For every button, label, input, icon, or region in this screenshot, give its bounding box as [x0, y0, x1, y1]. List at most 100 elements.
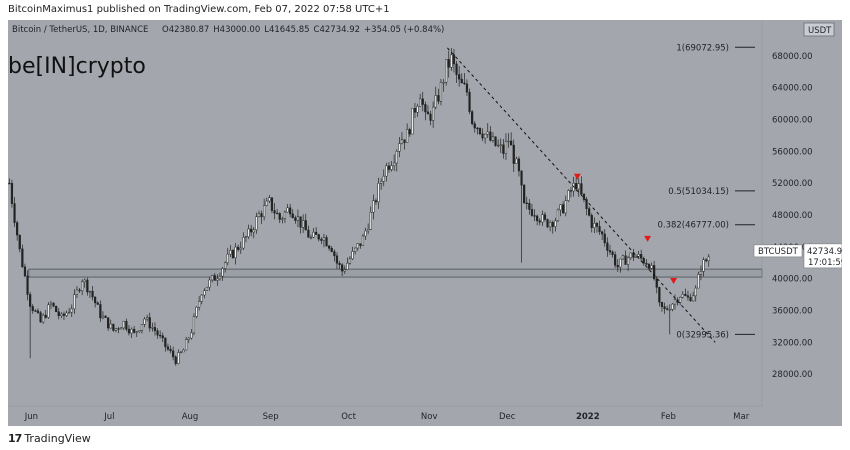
candle: [523, 184, 526, 204]
candle: [551, 220, 554, 234]
candle: [601, 230, 604, 241]
candle: [699, 265, 703, 281]
high-value: 43000.00: [220, 25, 261, 35]
candle-body: [335, 255, 339, 264]
candle-body: [377, 183, 380, 203]
candle-body: [36, 310, 40, 313]
candle: [96, 301, 99, 305]
candle: [65, 310, 68, 317]
candle: [640, 249, 643, 262]
candle: [434, 86, 437, 110]
y-tick-label: 52000.00: [772, 179, 813, 189]
candle: [341, 263, 344, 277]
candle: [507, 133, 510, 148]
ohlc-values: O42380.87 H43000.00 L41645.85 C42734.92 +354…: [162, 25, 444, 35]
candle: [390, 161, 393, 172]
candle-body: [515, 158, 518, 164]
chart-area[interactable]: 1(69072.95) 0.5(51034.15) 0.382(46777.00) 0…: [8, 20, 848, 426]
beincrypto-logo: be[IN]crypto: [8, 54, 146, 79]
candle: [343, 265, 346, 274]
candle-body: [580, 183, 583, 195]
candle-body: [302, 220, 305, 228]
candle-body: [634, 256, 638, 258]
candle-body: [611, 251, 614, 255]
candle-body: [569, 190, 573, 192]
candle-body: [642, 257, 645, 264]
candle-body: [317, 234, 320, 240]
candle-body: [278, 213, 281, 220]
candle-body: [655, 278, 658, 288]
candle-body: [81, 281, 84, 292]
candle: [164, 337, 167, 352]
candle: [265, 197, 268, 207]
candle-body: [671, 303, 674, 310]
x-tick-label: Dec: [499, 412, 516, 422]
candle: [83, 278, 86, 288]
symbol-label-box: [753, 244, 803, 258]
price-chart[interactable]: 1(69072.95) 0.5(51034.15) 0.382(46777.00) 0…: [8, 20, 848, 426]
candle-body: [533, 215, 536, 217]
candle-body: [57, 311, 60, 316]
candle-body: [117, 328, 120, 330]
candle: [702, 257, 705, 277]
candle: [252, 226, 255, 239]
symbol-label: BTCUSDT: [758, 247, 799, 257]
candle: [627, 255, 630, 271]
candle-body: [491, 136, 495, 141]
candle-body: [382, 175, 385, 182]
candle-body: [39, 312, 42, 323]
currency-badge-box[interactable]: [803, 22, 835, 37]
candle-body: [127, 328, 131, 334]
x-tick-label: Feb: [661, 412, 676, 422]
candle-body: [218, 275, 222, 280]
candle: [192, 313, 196, 336]
candle-body: [130, 328, 133, 334]
candle-body: [114, 328, 118, 331]
candle: [432, 101, 435, 128]
candle: [494, 136, 497, 147]
candle-body: [367, 229, 370, 232]
tradingview-logo-mark-icon: 17: [8, 432, 22, 445]
red-arrow-icon: [644, 235, 652, 242]
candle: [294, 215, 297, 224]
candle-body: [705, 259, 708, 262]
candle-body: [10, 183, 14, 204]
candle-body: [205, 286, 209, 291]
candle: [679, 296, 682, 306]
candle-body: [486, 131, 489, 135]
candle: [637, 250, 640, 258]
candle: [273, 203, 276, 220]
candle-body: [234, 246, 237, 259]
candle-body: [315, 231, 318, 235]
candle-body: [507, 140, 510, 143]
candle-body: [476, 127, 479, 130]
candle-body: [221, 268, 224, 277]
candle-body: [575, 183, 578, 190]
change-value: +354.05 (+0.84%): [364, 25, 444, 35]
candle: [146, 314, 149, 322]
candle: [556, 208, 560, 222]
candle: [510, 132, 513, 146]
y-tick-label: 28000.00: [772, 370, 813, 380]
candle: [468, 88, 471, 115]
candle-body: [296, 216, 300, 221]
candle: [140, 324, 144, 334]
candle-body: [577, 183, 580, 190]
candle-body: [341, 264, 344, 272]
currency-badge[interactable]: USDT: [808, 26, 832, 36]
y-tick-label: 56000.00: [772, 147, 813, 157]
candle-body: [86, 279, 89, 293]
candle: [603, 229, 606, 247]
candle-body: [593, 222, 596, 228]
candle-body: [265, 200, 268, 206]
candle: [101, 311, 105, 320]
candle-body: [497, 144, 500, 147]
fib-level-label: 0(32995.36): [676, 330, 729, 340]
candle: [536, 214, 539, 226]
candle-body: [146, 317, 149, 320]
candle-body: [504, 141, 508, 154]
candle-body: [603, 233, 606, 244]
candle-body: [447, 59, 450, 68]
candle: [122, 320, 125, 331]
candle: [234, 243, 237, 265]
